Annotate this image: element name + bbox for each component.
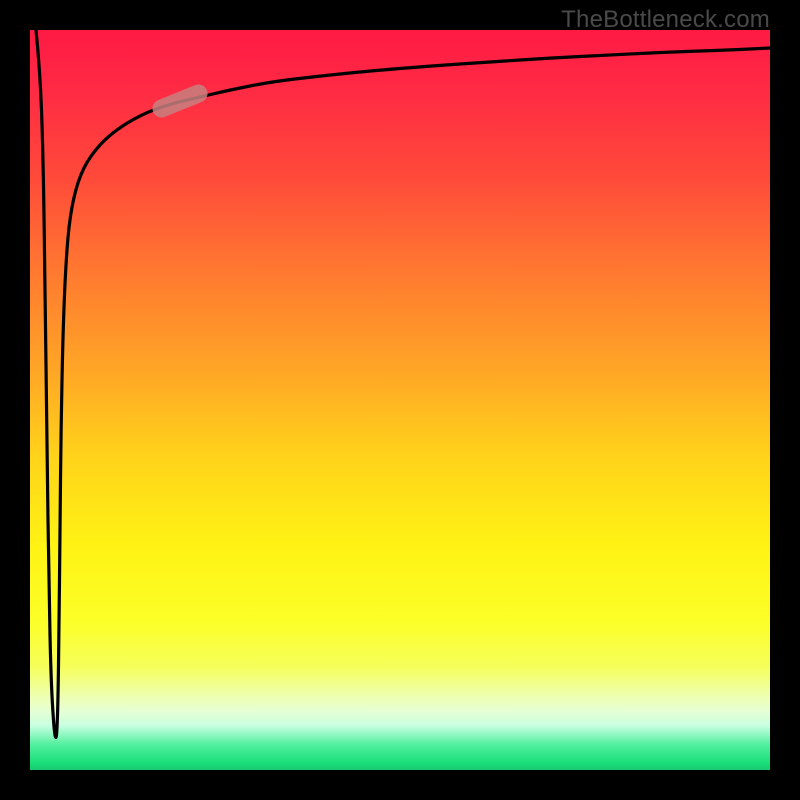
main-curve [36,30,770,738]
plot-area [30,30,770,770]
curve-layer [30,30,770,770]
chart-container: TheBottleneck.com [0,0,800,800]
curve-marker [150,82,211,120]
